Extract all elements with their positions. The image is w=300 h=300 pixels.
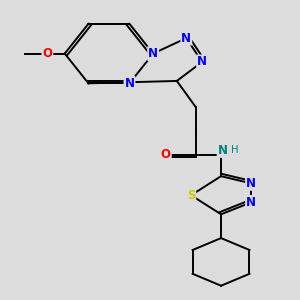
Text: N: N	[218, 144, 228, 157]
Text: N: N	[197, 56, 207, 68]
Text: N: N	[181, 32, 191, 45]
Text: N: N	[148, 47, 158, 60]
Text: N: N	[246, 196, 256, 209]
Text: H: H	[231, 146, 238, 155]
Text: N: N	[246, 177, 256, 190]
Text: O: O	[161, 148, 171, 161]
Text: S: S	[187, 189, 195, 202]
Text: O: O	[42, 47, 52, 60]
Text: N: N	[124, 77, 134, 90]
